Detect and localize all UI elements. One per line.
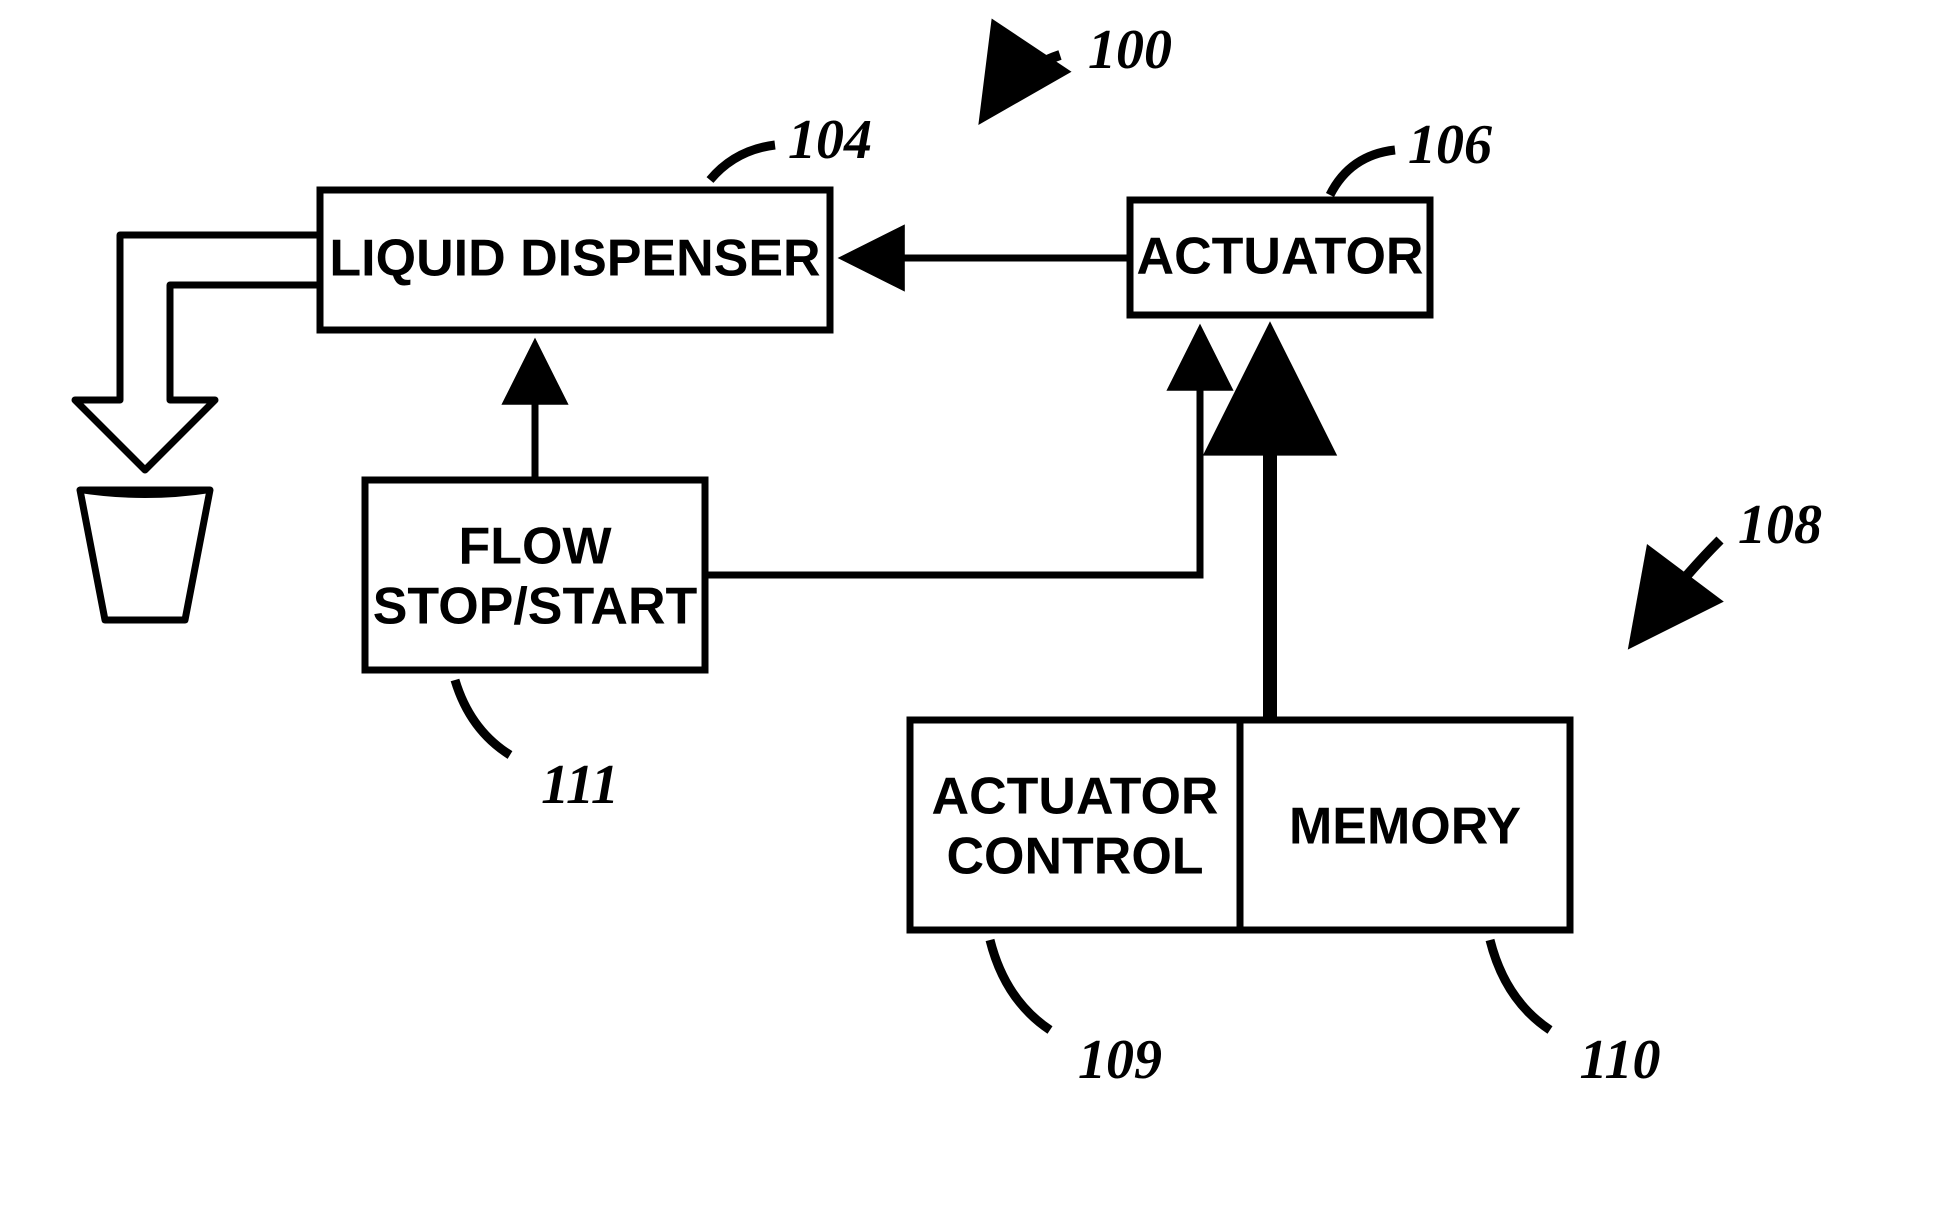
flow-label-1: FLOW [458,518,612,576]
ref-100: 100 [985,19,1172,115]
arrow-flow-to-actuator [705,332,1200,575]
ref-100-label: 100 [1088,19,1172,81]
ref-109: 109 [990,940,1162,1091]
flow-label-2: STOP/START [373,578,698,636]
actuator-block: ACTUATOR [1130,200,1430,315]
control-label-1: ACTUATOR [932,768,1219,826]
ref-106: 106 [1330,114,1492,195]
liquid-dispenser-block: LIQUID DISPENSER [320,190,830,330]
liquid-dispenser-label: LIQUID DISPENSER [329,230,820,288]
cup-icon [80,490,210,620]
ref-108: 108 [1635,494,1822,640]
actuator-label: ACTUATOR [1137,228,1424,286]
ref-104: 104 [710,109,872,180]
ref-111-label: 111 [541,754,619,816]
diagram-canvas: LIQUID DISPENSER ACTUATOR FLOW STOP/STAR… [0,0,1952,1226]
ref-108-label: 108 [1738,494,1822,556]
dispenser-outlet-arrow [75,235,320,470]
ref-104-label: 104 [788,109,872,171]
ref-106-label: 106 [1408,114,1492,176]
controller-block: ACTUATOR CONTROL MEMORY [910,720,1570,930]
flow-block: FLOW STOP/START [365,480,705,670]
ref-110-label: 110 [1580,1029,1661,1091]
ref-110: 110 [1490,940,1660,1091]
memory-label: MEMORY [1289,798,1521,856]
control-label-2: CONTROL [946,828,1203,886]
ref-111: 111 [455,680,619,816]
ref-109-label: 109 [1078,1029,1162,1091]
